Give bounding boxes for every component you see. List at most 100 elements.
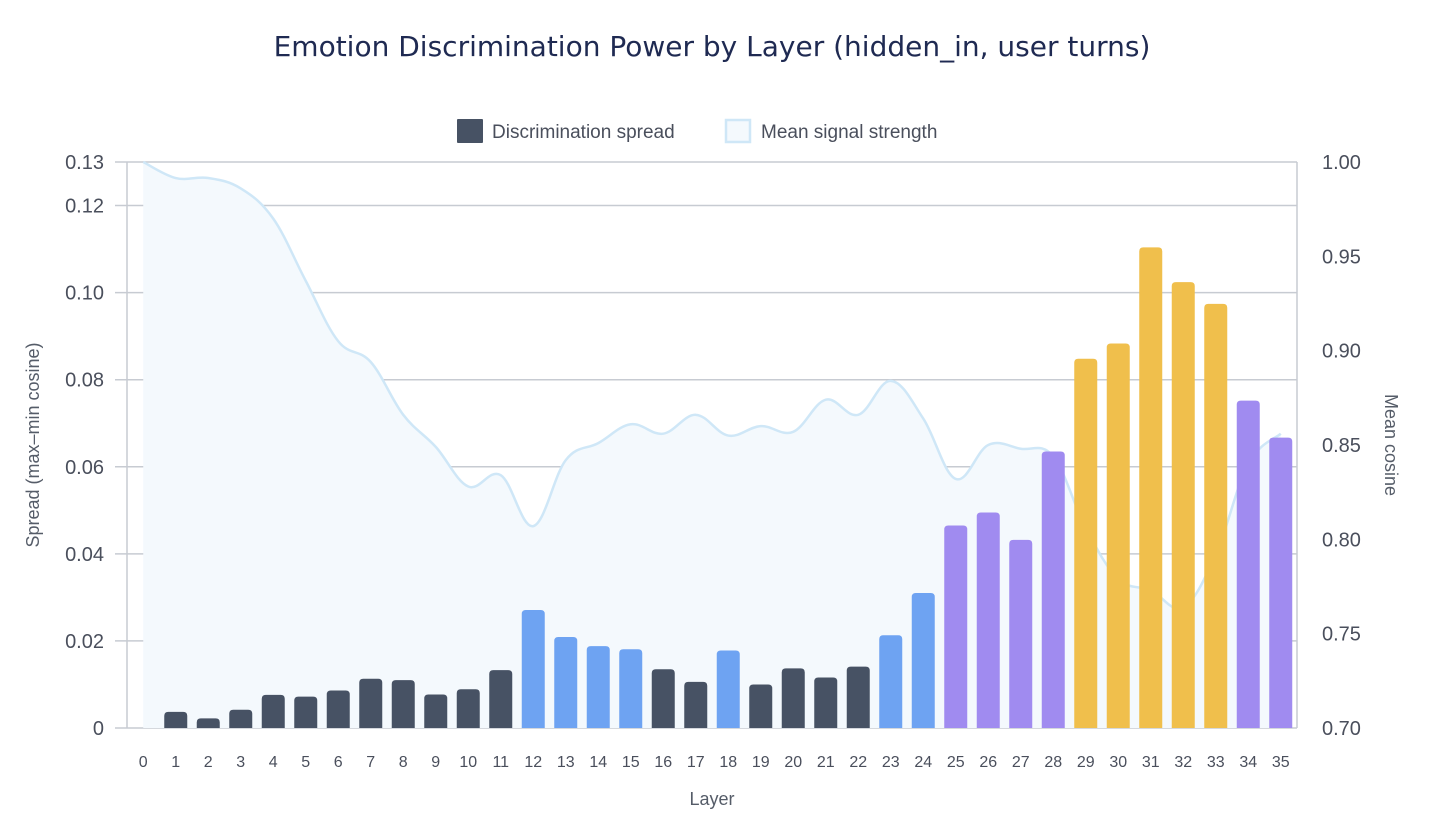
bar-layer-35[interactable]	[1269, 437, 1293, 728]
x-tick: 32	[1174, 754, 1192, 771]
x-tick: 23	[882, 754, 900, 771]
x-tick: 31	[1142, 754, 1160, 771]
x-tick: 0	[139, 754, 148, 771]
bar-layer-7[interactable]	[359, 678, 383, 728]
legend-label-mean[interactable]: Mean signal strength	[761, 122, 937, 143]
x-tick: 4	[269, 754, 278, 771]
x-tick: 26	[979, 754, 997, 771]
bar-layer-33[interactable]	[1204, 303, 1228, 728]
spread-bars	[164, 247, 1293, 728]
x-tick: 11	[492, 754, 509, 771]
x-tick: 34	[1239, 754, 1257, 771]
bar-layer-6[interactable]	[326, 690, 350, 728]
y-tick-left: 0.13	[65, 152, 104, 174]
x-tick: 24	[914, 754, 932, 771]
y-tick-left: 0.08	[65, 370, 104, 392]
y-axis-right-ticks: 0.70 0.75 0.80 0.85 0.90 0.95 1.00	[1322, 152, 1361, 740]
bar-layer-32[interactable]	[1171, 282, 1195, 728]
bar-layer-10[interactable]	[456, 689, 480, 728]
y-axis-left-ticks: 0 0.02 0.04 0.06 0.08 0.10 0.12 0.13	[65, 152, 104, 740]
x-tick: 21	[817, 754, 835, 771]
x-tick: 10	[459, 754, 477, 771]
bar-layer-22[interactable]	[846, 666, 870, 728]
x-tick: 14	[589, 754, 607, 771]
x-tick: 16	[654, 754, 672, 771]
x-tick: 12	[524, 754, 542, 771]
bar-layer-24[interactable]	[911, 593, 935, 728]
legend-swatch-mean[interactable]	[724, 118, 752, 144]
x-tick: 18	[719, 754, 737, 771]
legend: Discrimination spread Mean signal streng…	[457, 118, 937, 144]
x-tick: 6	[334, 754, 343, 771]
legend-label-spread[interactable]: Discrimination spread	[492, 122, 675, 143]
bar-layer-18[interactable]	[716, 650, 740, 728]
y-tick-left: 0.10	[65, 283, 104, 305]
x-tick: 5	[301, 754, 310, 771]
bar-layer-21[interactable]	[814, 677, 838, 728]
y-tick-left: 0.12	[65, 196, 104, 218]
x-tick: 29	[1077, 754, 1095, 771]
bar-layer-1[interactable]	[164, 711, 188, 728]
y-tick-right: 0.70	[1322, 718, 1361, 740]
x-tick: 28	[1044, 754, 1062, 771]
bar-layer-3[interactable]	[229, 709, 253, 728]
x-axis-ticks: 0 1 2 3 4 5 6 7 8 9 10 11 12 13 14 15 16 17 18 19 20 21 22 23 24…	[139, 754, 1290, 771]
y-tick-right: 0.80	[1322, 529, 1361, 551]
x-tick: 30	[1109, 754, 1127, 771]
x-axis-title: Layer	[689, 789, 734, 809]
bar-layer-17[interactable]	[684, 681, 708, 728]
x-tick: 9	[431, 754, 440, 771]
bar-layer-2[interactable]	[196, 718, 220, 728]
x-tick: 35	[1272, 754, 1290, 771]
bar-layer-29[interactable]	[1074, 358, 1098, 728]
y-tick-left: 0.04	[65, 544, 104, 566]
bar-layer-9[interactable]	[424, 694, 448, 728]
y-tick-right: 1.00	[1322, 152, 1361, 174]
y-tick-left: 0.06	[65, 457, 104, 479]
bar-layer-12[interactable]	[521, 610, 545, 728]
chart-title: Emotion Discrimination Power by Layer (h…	[274, 30, 1151, 63]
y-tick-left: 0	[93, 718, 104, 740]
y-tick-right: 0.95	[1322, 246, 1361, 268]
x-tick: 13	[557, 754, 575, 771]
x-tick: 7	[366, 754, 375, 771]
y-tick-right: 0.90	[1322, 341, 1361, 363]
bar-layer-30[interactable]	[1106, 343, 1130, 728]
x-tick: 15	[622, 754, 640, 771]
y-tick-left: 0.02	[65, 631, 104, 653]
x-tick: 33	[1207, 754, 1225, 771]
bar-layer-27[interactable]	[1009, 539, 1033, 728]
y-axis-right-title: Mean cosine	[1381, 394, 1401, 496]
bar-layer-5[interactable]	[294, 696, 318, 728]
bar-layer-4[interactable]	[261, 694, 285, 728]
bar-layer-28[interactable]	[1041, 451, 1065, 728]
bar-layer-16[interactable]	[651, 669, 675, 728]
bar-layer-25[interactable]	[944, 525, 968, 728]
bar-layer-11[interactable]	[489, 670, 513, 728]
x-tick: 2	[204, 754, 213, 771]
bar-layer-13[interactable]	[554, 637, 578, 728]
bar-layer-34[interactable]	[1236, 400, 1260, 728]
bar-layer-23[interactable]	[879, 635, 903, 728]
bar-layer-14[interactable]	[586, 646, 610, 728]
bar-layer-8[interactable]	[391, 680, 415, 728]
x-tick: 25	[947, 754, 965, 771]
bar-layer-20[interactable]	[781, 668, 805, 728]
bar-layer-26[interactable]	[976, 512, 1000, 728]
bar-layer-31[interactable]	[1139, 247, 1163, 728]
y-tick-right: 0.75	[1322, 624, 1361, 646]
bar-layer-15[interactable]	[619, 649, 643, 728]
bar-layer-19[interactable]	[749, 684, 773, 728]
y-tick-right: 0.85	[1322, 435, 1361, 457]
x-tick: 20	[784, 754, 802, 771]
legend-swatch-spread[interactable]	[457, 119, 483, 143]
x-tick: 27	[1012, 754, 1030, 771]
x-tick: 3	[236, 754, 245, 771]
x-tick: 17	[687, 754, 705, 771]
x-tick: 8	[399, 754, 408, 771]
y-axis-left-title: Spread (max–min cosine)	[23, 342, 43, 547]
x-tick: 1	[171, 754, 180, 771]
x-tick: 19	[752, 754, 770, 771]
